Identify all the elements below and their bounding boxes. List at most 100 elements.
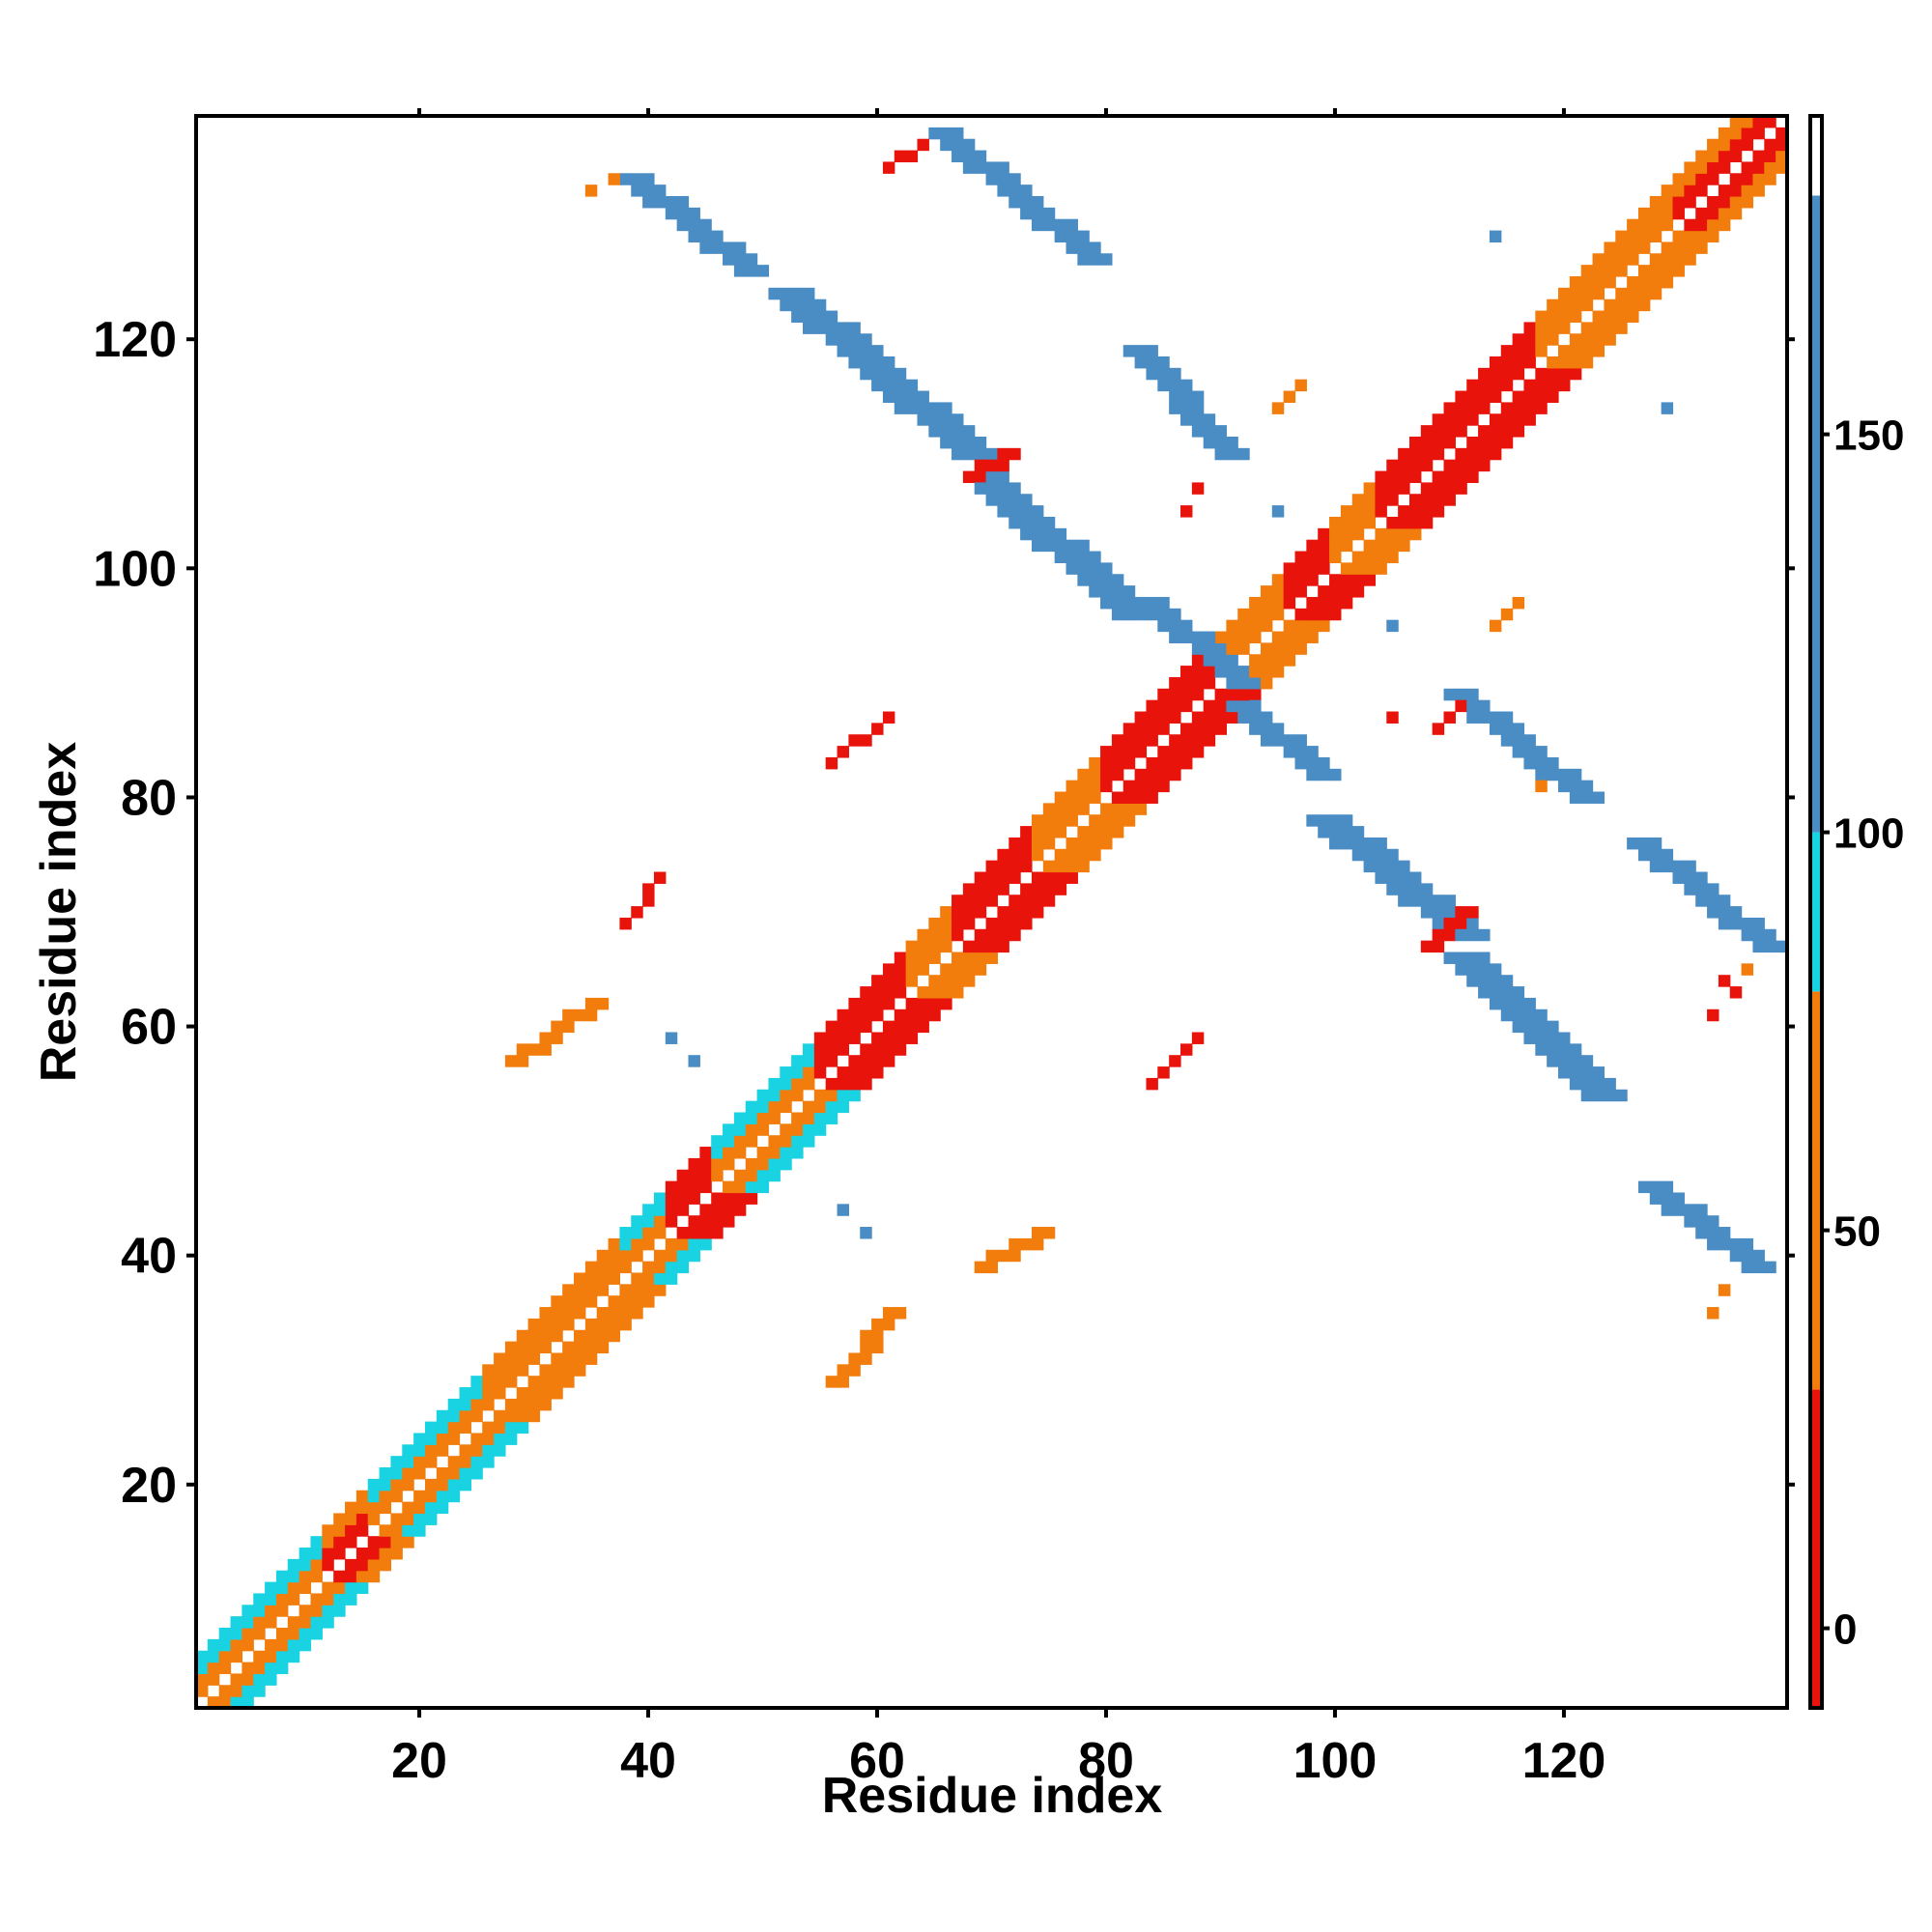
heatmap-cell [436, 1421, 449, 1435]
heatmap-cell [1649, 275, 1662, 289]
heatmap-cell [882, 711, 895, 724]
heatmap-cell [974, 1261, 987, 1274]
heatmap-cell [1500, 413, 1514, 426]
heatmap-cell [871, 1066, 884, 1079]
heatmap-cell [1122, 791, 1136, 804]
heatmap-cell [962, 470, 976, 483]
heatmap-cell [1432, 917, 1445, 930]
heatmap-cell [940, 138, 952, 152]
heatmap-cell [1386, 494, 1399, 506]
heatmap-cell [1420, 436, 1434, 449]
heatmap-cell [802, 1066, 815, 1079]
heatmap-cell [1169, 676, 1181, 690]
heatmap-cell [1455, 482, 1467, 495]
heatmap-cell [1009, 1249, 1021, 1263]
heatmap-cell [1523, 734, 1536, 747]
heatmap-cell [1523, 746, 1536, 758]
heatmap-cell [527, 1409, 541, 1423]
heatmap-cell [1283, 596, 1296, 610]
heatmap-cell [1294, 734, 1307, 747]
heatmap-cell [1226, 711, 1238, 724]
heatmap-cell [1134, 723, 1148, 735]
heatmap-cell [413, 1524, 426, 1537]
heatmap-cell [997, 505, 1009, 518]
heatmap-cell [367, 1570, 381, 1583]
heatmap-cell [1134, 596, 1148, 610]
heatmap-cell [1386, 482, 1399, 495]
heatmap-cell [1500, 997, 1514, 1010]
heatmap-cell [608, 1307, 621, 1320]
heatmap-cell [1569, 345, 1582, 357]
heatmap-cell [504, 1433, 518, 1445]
heatmap-cell [1271, 574, 1285, 586]
heatmap-cell [379, 1536, 392, 1548]
heatmap-cell [1569, 333, 1582, 346]
heatmap-cell [1432, 447, 1445, 461]
x-tick-label: 80 [1078, 1733, 1134, 1789]
heatmap-cell [1191, 413, 1205, 426]
heatmap-cell [436, 1467, 449, 1480]
heatmap-cell [1535, 310, 1548, 324]
heatmap-cell [1637, 242, 1651, 254]
heatmap-cell [482, 1456, 495, 1468]
heatmap-cell [1535, 1032, 1548, 1044]
heatmap-cell [447, 1467, 461, 1480]
heatmap-cell [1111, 756, 1124, 770]
heatmap-cell [287, 1650, 300, 1663]
heatmap-cell [1695, 883, 1708, 895]
heatmap-cell [1580, 265, 1594, 277]
heatmap-cell [242, 1696, 254, 1709]
heatmap-cell [688, 1157, 700, 1171]
heatmap-cell [1054, 814, 1067, 827]
heatmap-cell [813, 1043, 827, 1056]
heatmap-cell [1042, 803, 1056, 815]
heatmap-cell [1569, 1077, 1582, 1091]
heatmap-cell [1077, 848, 1090, 862]
heatmap-cell [1134, 791, 1148, 804]
heatmap-cell [1180, 756, 1193, 770]
heatmap-cell [1122, 734, 1136, 747]
heatmap-cell [539, 1043, 552, 1056]
heatmap-cell [1180, 413, 1193, 426]
heatmap-cell [1512, 1020, 1525, 1034]
heatmap-cell [882, 1318, 895, 1331]
heatmap-cell [802, 310, 815, 324]
heatmap-cell [1294, 551, 1307, 563]
heatmap-cell [848, 1032, 861, 1044]
heatmap-cell [676, 1237, 690, 1251]
heatmap-cell [1283, 746, 1296, 758]
heatmap-cell [1203, 734, 1216, 747]
heatmap-cell [733, 1169, 747, 1182]
heatmap-cell [1661, 195, 1674, 209]
heatmap-cell [310, 1570, 323, 1583]
heatmap-cell [940, 917, 952, 930]
heatmap-cell [1042, 895, 1056, 907]
heatmap-cell [997, 848, 1009, 862]
heatmap-cell [1432, 482, 1445, 495]
heatmap-cell [619, 1227, 632, 1239]
heatmap-cell [1500, 436, 1514, 449]
heatmap-cell [860, 986, 872, 999]
heatmap-cell [1489, 436, 1502, 449]
heatmap-cell [928, 975, 941, 987]
heatmap-cell [298, 1605, 312, 1617]
heatmap-cell [882, 355, 895, 369]
heatmap-cell [1020, 895, 1033, 907]
heatmap-cell [1020, 527, 1033, 541]
heatmap-cell [1375, 539, 1387, 553]
heatmap-cell [504, 1409, 518, 1423]
heatmap-cell [699, 230, 712, 243]
heatmap-cell [688, 1180, 700, 1194]
heatmap-cell [619, 1261, 632, 1274]
heatmap-cell [1146, 367, 1158, 381]
heatmap-cell [1363, 551, 1377, 563]
heatmap-cell [1054, 860, 1067, 873]
heatmap-cell [1111, 734, 1124, 747]
heatmap-cell [1535, 367, 1548, 381]
heatmap-cells [196, 116, 1788, 1709]
heatmap-cell [768, 1077, 781, 1091]
heatmap-cell [1020, 195, 1033, 209]
heatmap-cell [1157, 608, 1170, 621]
heatmap-cell [699, 1180, 712, 1194]
heatmap-cell [780, 1123, 792, 1136]
